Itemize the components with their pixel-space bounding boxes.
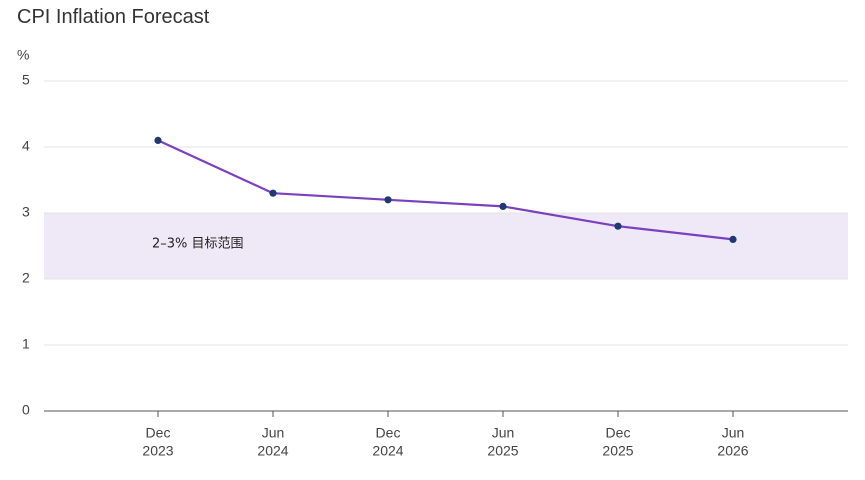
data-point	[614, 222, 622, 230]
x-tick-label-month: Jun	[492, 425, 515, 441]
x-tick-label-month: Jun	[722, 425, 745, 441]
data-point	[499, 202, 507, 210]
data-point	[384, 196, 392, 204]
target-band-label: 2–3% 目标范围	[152, 237, 244, 252]
chart-title: CPI Inflation Forecast	[17, 6, 210, 28]
gridlines	[44, 80, 848, 346]
data-point	[269, 189, 277, 197]
x-tick-label-year: 2024	[257, 443, 288, 459]
x-tick-label-month: Dec	[376, 425, 401, 441]
y-tick-label: 0	[22, 402, 30, 418]
x-tick-label-year: 2023	[142, 443, 173, 459]
x-tick-label-month: Jun	[262, 425, 285, 441]
x-tick-label-year: 2024	[372, 443, 403, 459]
y-tick-label: 1	[22, 336, 30, 352]
series-line	[157, 139, 734, 241]
series-layer	[154, 136, 737, 243]
y-tick-label: 5	[22, 72, 30, 88]
data-point	[154, 136, 162, 144]
y-axis-label: %	[17, 47, 29, 63]
y-tick-label: 4	[22, 138, 30, 154]
y-tick-label: 2	[22, 270, 30, 286]
y-tick-label: 3	[22, 204, 30, 220]
x-tick-label-year: 2026	[717, 443, 748, 459]
x-tick-label-month: Dec	[146, 425, 171, 441]
x-tick-label-year: 2025	[487, 443, 518, 459]
target-band	[44, 213, 848, 279]
x-axis: Dec 2023 Jun 2024 Dec 2024 Jun 2025 Dec 2025 Jun 20…	[44, 410, 848, 459]
target-band-layer: 2–3% 目标范围	[44, 213, 848, 279]
x-tick-label-month: Dec	[606, 425, 631, 441]
x-tick-label-year: 2025	[602, 443, 633, 459]
data-point	[729, 235, 737, 243]
y-axis: 0 1 2 3 4 5%	[17, 47, 30, 418]
